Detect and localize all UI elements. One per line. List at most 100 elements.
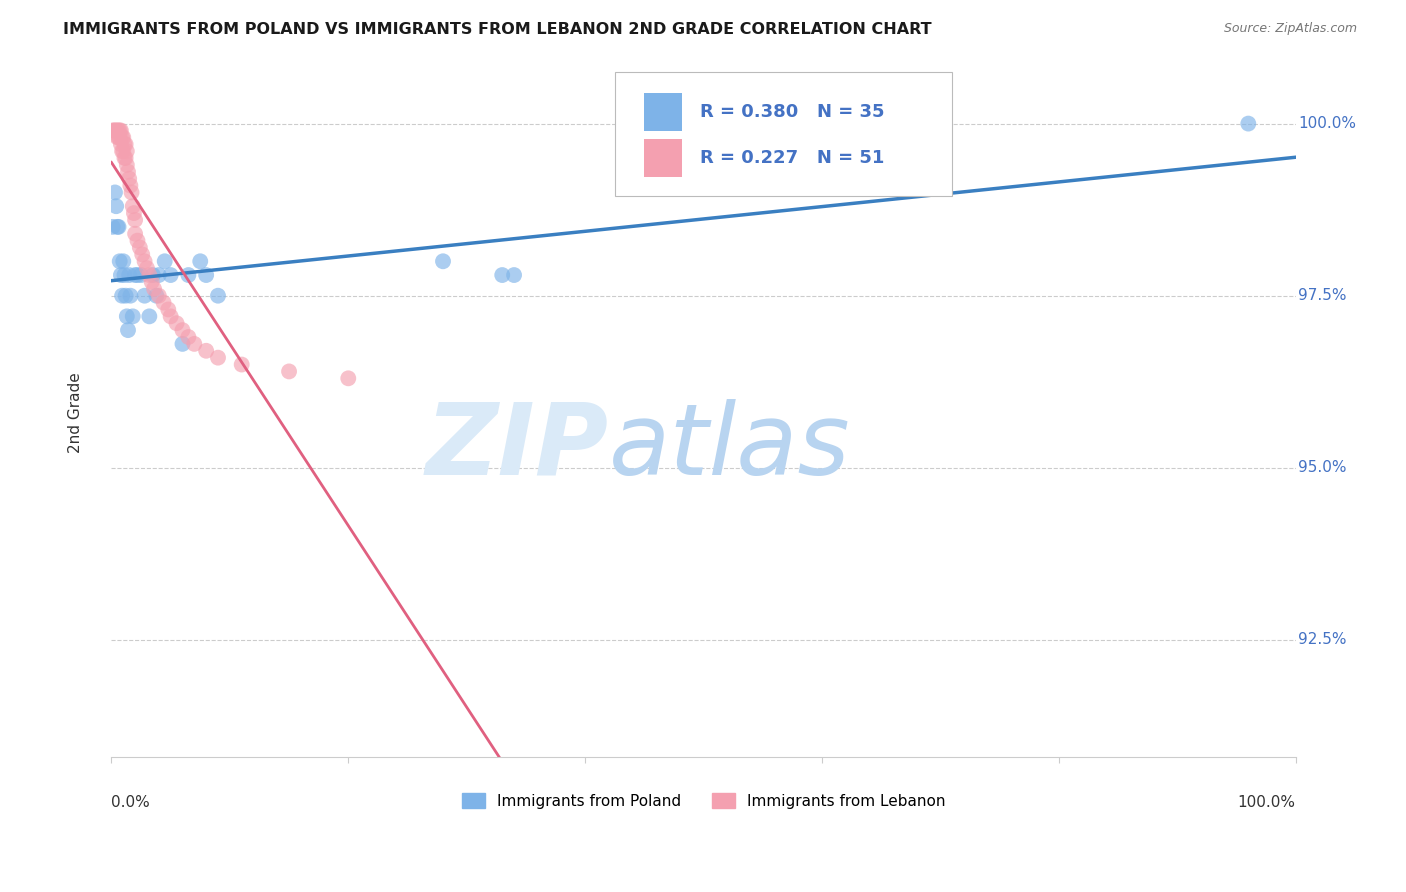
Point <box>112 130 135 145</box>
Point <box>112 144 135 158</box>
Point <box>111 289 134 303</box>
Point <box>115 158 138 172</box>
Point <box>124 268 146 282</box>
Point <box>177 330 200 344</box>
Point <box>195 343 218 358</box>
Point <box>166 316 188 330</box>
Point <box>148 289 170 303</box>
Point <box>105 123 128 137</box>
Point <box>114 289 136 303</box>
Point <box>122 206 145 220</box>
Text: 100.0%: 100.0% <box>1237 795 1296 810</box>
Point <box>107 219 129 234</box>
Point <box>107 123 129 137</box>
Point <box>105 219 128 234</box>
Point <box>136 261 159 276</box>
Point <box>152 295 174 310</box>
Point <box>107 130 129 145</box>
Point <box>108 130 131 145</box>
Point <box>105 199 128 213</box>
Point <box>114 137 136 152</box>
Bar <box>644 93 682 131</box>
Text: IMMIGRANTS FROM POLAND VS IMMIGRANTS FROM LEBANON 2ND GRADE CORRELATION CHART: IMMIGRANTS FROM POLAND VS IMMIGRANTS FRO… <box>63 22 932 37</box>
Point <box>108 123 131 137</box>
Point <box>117 323 139 337</box>
Point <box>157 302 180 317</box>
Text: 97.5%: 97.5% <box>1298 288 1347 303</box>
Point <box>159 310 181 324</box>
Point <box>153 254 176 268</box>
Point <box>114 268 136 282</box>
Point <box>121 186 143 200</box>
Text: atlas: atlas <box>609 399 851 496</box>
Point <box>134 289 156 303</box>
Point <box>111 144 134 158</box>
Point <box>138 268 160 282</box>
Point <box>117 165 139 179</box>
Point <box>101 123 124 137</box>
Point <box>131 247 153 261</box>
Legend: Immigrants from Poland, Immigrants from Lebanon: Immigrants from Poland, Immigrants from … <box>456 787 952 814</box>
Point <box>101 219 124 234</box>
Point <box>503 268 526 282</box>
Point <box>177 268 200 282</box>
Point <box>120 178 142 193</box>
Point <box>337 371 360 385</box>
Point <box>142 268 165 282</box>
Point <box>121 199 143 213</box>
Text: 92.5%: 92.5% <box>1298 632 1347 648</box>
Point <box>114 151 136 165</box>
Point <box>111 130 134 145</box>
Text: R = 0.380   N = 35: R = 0.380 N = 35 <box>700 103 884 121</box>
Point <box>127 268 149 282</box>
Point <box>114 137 136 152</box>
Point <box>1237 117 1260 131</box>
Point <box>207 289 229 303</box>
Text: 95.0%: 95.0% <box>1298 460 1347 475</box>
Point <box>491 268 513 282</box>
Point <box>141 275 163 289</box>
Point <box>134 254 156 268</box>
Bar <box>644 139 682 177</box>
Point <box>121 310 143 324</box>
Point <box>129 268 152 282</box>
Text: Source: ZipAtlas.com: Source: ZipAtlas.com <box>1223 22 1357 36</box>
Text: 0.0%: 0.0% <box>111 795 150 810</box>
Text: 2nd Grade: 2nd Grade <box>69 372 83 453</box>
Point <box>143 282 166 296</box>
Point <box>278 364 301 378</box>
Point <box>172 337 194 351</box>
Point <box>114 151 136 165</box>
Point <box>115 310 138 324</box>
Point <box>105 123 128 137</box>
Point <box>159 268 181 282</box>
Point <box>145 289 167 303</box>
Point <box>104 123 127 137</box>
Text: ZIP: ZIP <box>426 399 609 496</box>
Point <box>118 268 141 282</box>
Point <box>112 254 135 268</box>
Point <box>120 289 142 303</box>
Point <box>110 123 132 137</box>
Point <box>138 310 160 324</box>
Point <box>105 130 128 145</box>
Point <box>207 351 229 365</box>
Point <box>108 254 131 268</box>
Point <box>172 323 194 337</box>
Point <box>195 268 218 282</box>
Point <box>183 337 205 351</box>
Point <box>148 268 170 282</box>
Point <box>115 144 138 158</box>
Text: R = 0.227   N = 51: R = 0.227 N = 51 <box>700 149 884 167</box>
Point <box>103 123 125 137</box>
Point <box>432 254 454 268</box>
Point <box>110 137 132 152</box>
FancyBboxPatch shape <box>614 72 952 196</box>
Point <box>118 171 141 186</box>
Point <box>188 254 211 268</box>
Text: 100.0%: 100.0% <box>1298 116 1355 131</box>
Point <box>127 234 149 248</box>
Point <box>128 240 150 254</box>
Point <box>124 213 146 227</box>
Point <box>104 186 127 200</box>
